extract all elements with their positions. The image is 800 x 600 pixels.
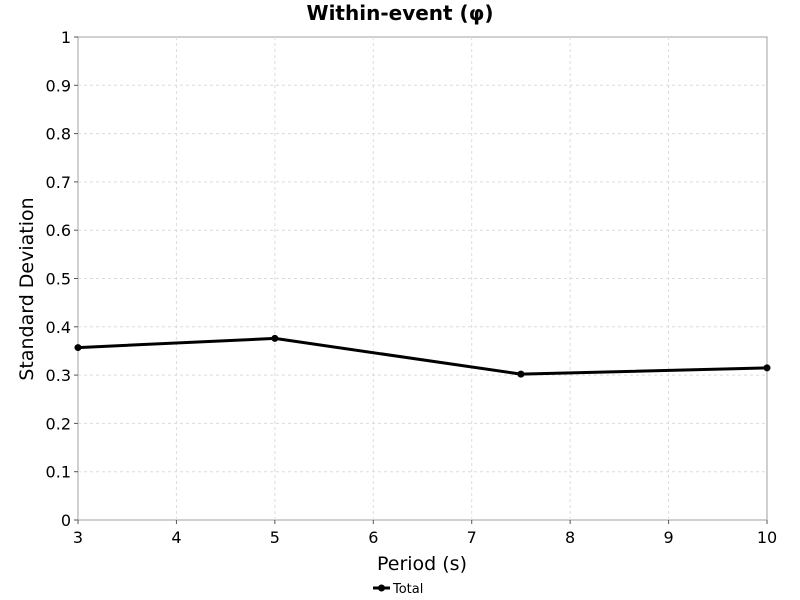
y-tick-label: 0.8 (46, 125, 71, 144)
data-point (271, 334, 279, 342)
series (74, 334, 771, 378)
x-tick-label: 9 (663, 528, 673, 547)
data-point (763, 364, 771, 372)
x-tick-label: 5 (270, 528, 280, 547)
x-tick-label: 8 (565, 528, 575, 547)
y-tick-label: 0 (61, 511, 71, 530)
y-tick-label: 0.6 (46, 221, 71, 240)
legend-label: Total (392, 582, 423, 597)
data-point (517, 370, 525, 378)
x-tick-label: 7 (467, 528, 477, 547)
y-tick-label: 0.9 (46, 76, 71, 95)
y-tick-label: 0.1 (46, 463, 71, 482)
y-tick-label: 0.7 (46, 173, 71, 192)
x-tick-label: 4 (171, 528, 181, 547)
legend-point-swatch (378, 584, 385, 592)
y-tick-label: 1 (61, 28, 71, 47)
y-tick-label: 0.3 (46, 366, 71, 385)
legend: Total (373, 582, 423, 597)
data-point (74, 344, 82, 352)
chart-title: Within-event (φ) (307, 1, 494, 25)
x-tick-label: 3 (73, 528, 83, 547)
y-tick-label: 0.4 (46, 318, 71, 337)
x-tick-label: 6 (368, 528, 378, 547)
series-line-total (77, 336, 768, 376)
x-axis-label: Period (s) (377, 553, 467, 575)
y-tick-label: 0.5 (46, 270, 71, 289)
axes: 3 4 5 6 7 8 9 10 0 0.1 0.2 0.3 0.4 0.5 0.6 0.7 0.8 0.9 1 (46, 28, 778, 547)
x-tick-label: 10 (757, 528, 777, 547)
y-tick-label: 0.2 (46, 414, 71, 433)
grid (78, 37, 767, 520)
y-axis-label: Standard Deviation (16, 197, 38, 380)
